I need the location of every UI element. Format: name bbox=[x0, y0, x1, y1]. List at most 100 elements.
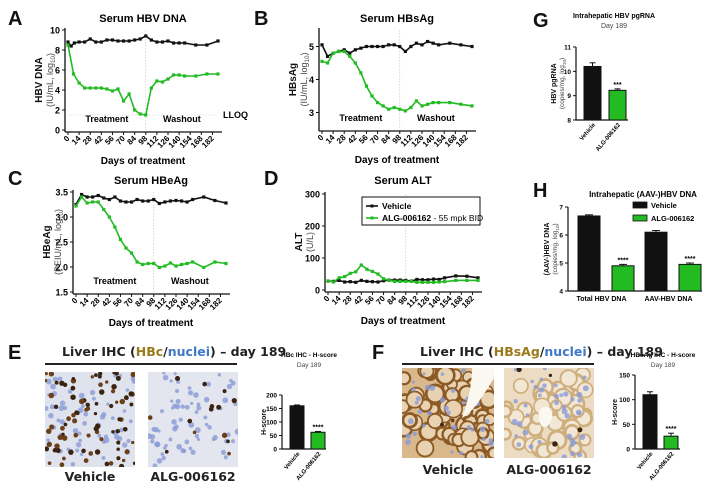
data-point bbox=[216, 39, 220, 43]
data-point bbox=[320, 59, 324, 63]
ihc-image-hbc-vehicle bbox=[45, 372, 135, 467]
nucleus-blue bbox=[514, 434, 518, 438]
nucleus-blue bbox=[466, 425, 472, 430]
data-point bbox=[365, 279, 369, 283]
nucleus-stained bbox=[45, 372, 48, 376]
y-tick-label: 200 bbox=[305, 222, 320, 232]
data-point bbox=[138, 37, 142, 41]
nucleus-blue bbox=[522, 429, 529, 436]
data-point bbox=[348, 271, 352, 275]
data-point bbox=[171, 41, 176, 45]
nucleus-stained bbox=[98, 389, 105, 395]
nucleus-stained bbox=[122, 426, 128, 432]
data-point bbox=[409, 44, 413, 49]
data-point bbox=[359, 263, 363, 267]
nucleus-blue bbox=[553, 383, 558, 388]
nucleus-blue bbox=[50, 383, 56, 390]
data-point bbox=[72, 41, 76, 45]
data-point bbox=[420, 43, 424, 47]
nucleus-blue bbox=[582, 385, 589, 392]
data-point bbox=[83, 86, 87, 90]
vessel bbox=[462, 368, 494, 418]
data-point bbox=[88, 86, 92, 90]
tissue-texture bbox=[45, 372, 135, 467]
nucleus-stained bbox=[440, 422, 444, 427]
nucleus-blue bbox=[164, 443, 168, 448]
data-point bbox=[398, 107, 402, 111]
cell bbox=[415, 438, 435, 458]
nucleus-stained bbox=[73, 432, 79, 438]
data-point bbox=[376, 272, 380, 276]
data-point bbox=[370, 44, 374, 49]
nucleus-blue bbox=[171, 419, 177, 425]
phase-label-treatment: Treatment bbox=[339, 113, 382, 123]
y-axis-unit-label: (U/L) bbox=[305, 232, 315, 252]
cell bbox=[464, 450, 479, 458]
ihc-image-hbc-alg006162 bbox=[148, 372, 238, 467]
nucleus-blue bbox=[525, 413, 530, 417]
data-point bbox=[107, 197, 111, 202]
nucleus-blue bbox=[451, 424, 457, 430]
ihc-label-alg006162: ALG-006162 bbox=[150, 469, 236, 484]
x-axis-label: Days of treatment bbox=[361, 316, 446, 327]
nucleus-blue bbox=[459, 451, 464, 456]
data-point bbox=[149, 38, 153, 42]
data-point bbox=[470, 44, 474, 49]
data-point bbox=[415, 280, 419, 284]
y-tick-label: 50 bbox=[270, 433, 278, 440]
data-point bbox=[105, 87, 109, 91]
phase-label-washout: Washout bbox=[171, 276, 209, 286]
nucleus-blue bbox=[211, 437, 216, 442]
nucleus-stained bbox=[71, 377, 76, 381]
data-point bbox=[102, 207, 106, 212]
y-tick-label: 6 bbox=[55, 66, 60, 76]
nucleus-blue bbox=[217, 372, 222, 377]
nucleus-stained bbox=[57, 434, 63, 441]
nucleus-stained bbox=[192, 430, 197, 435]
nucleus-stained bbox=[216, 404, 222, 410]
data-point bbox=[348, 51, 352, 55]
nucleus-blue bbox=[566, 433, 573, 440]
data-point bbox=[129, 200, 134, 204]
data-point bbox=[348, 54, 352, 58]
nucleus-stained bbox=[78, 398, 85, 405]
data-point bbox=[88, 37, 92, 41]
data-point bbox=[127, 39, 131, 43]
nucleus-blue bbox=[70, 462, 76, 467]
nucleus-stained bbox=[130, 372, 135, 378]
nucleus-stained bbox=[115, 400, 119, 404]
data-point bbox=[431, 277, 436, 281]
nucleus-blue bbox=[89, 389, 96, 396]
data-point bbox=[118, 199, 123, 203]
nucleus-stained bbox=[116, 447, 120, 451]
data-point bbox=[387, 107, 391, 111]
data-point bbox=[387, 43, 391, 47]
y-axis-label: H-score bbox=[612, 399, 619, 425]
nucleus-blue bbox=[168, 437, 173, 442]
data-point bbox=[121, 39, 126, 43]
panel-letter-d: D bbox=[264, 168, 279, 190]
data-point bbox=[331, 51, 335, 55]
nucleus-stained bbox=[110, 389, 116, 394]
data-point bbox=[113, 195, 117, 199]
nucleus-blue bbox=[52, 376, 58, 382]
nucleus-stained bbox=[115, 428, 121, 434]
data-point bbox=[353, 61, 357, 65]
data-point bbox=[105, 38, 109, 42]
cell bbox=[512, 377, 529, 394]
nucleus-blue bbox=[203, 415, 208, 420]
significance-marker: *** bbox=[613, 82, 621, 89]
chart-title: Serum ALT bbox=[374, 175, 432, 187]
nucleus-blue bbox=[203, 396, 210, 403]
nucleus-blue bbox=[156, 458, 163, 464]
data-point bbox=[426, 280, 430, 284]
y-axis-label: HBeAg bbox=[42, 225, 53, 258]
legend-label: ALG-006162 bbox=[651, 214, 694, 223]
significance-marker: **** bbox=[618, 257, 629, 264]
nucleus-stained bbox=[81, 448, 86, 454]
y-axis-label: ALT bbox=[294, 233, 305, 252]
y-tick-label: 10 bbox=[564, 69, 572, 76]
line-chart-b: Serum HBsAg34501428425670849811212614015… bbox=[288, 13, 476, 166]
nucleus-blue bbox=[577, 452, 583, 458]
